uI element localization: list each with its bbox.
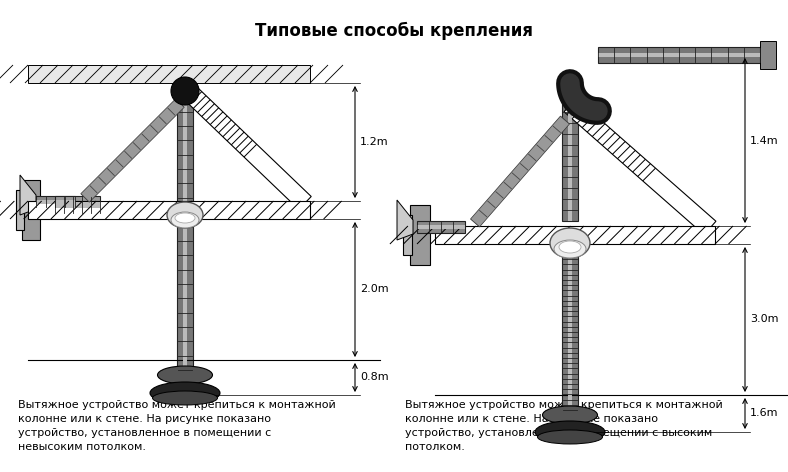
Bar	[417, 225, 465, 229]
Bar	[28, 201, 310, 219]
Ellipse shape	[153, 391, 217, 405]
Ellipse shape	[150, 382, 220, 404]
Ellipse shape	[535, 421, 605, 443]
Text: 1.2m: 1.2m	[360, 137, 388, 147]
Bar	[562, 90, 578, 221]
Text: 1.4m: 1.4m	[750, 135, 779, 145]
Bar	[177, 83, 193, 370]
Ellipse shape	[537, 430, 603, 444]
Bar	[435, 226, 715, 244]
Bar	[410, 205, 430, 265]
Bar	[55, 202, 100, 208]
Polygon shape	[470, 116, 570, 227]
Bar	[22, 180, 40, 240]
Ellipse shape	[550, 228, 590, 258]
Polygon shape	[564, 98, 716, 235]
Ellipse shape	[554, 240, 586, 258]
Circle shape	[171, 77, 199, 105]
Bar	[183, 83, 188, 370]
Bar	[598, 52, 760, 58]
Text: 3.0m: 3.0m	[750, 314, 779, 325]
Bar	[16, 190, 24, 230]
Text: 1.6m: 1.6m	[750, 408, 779, 419]
Polygon shape	[179, 82, 311, 210]
Bar	[403, 215, 412, 255]
Bar	[36, 200, 75, 204]
Bar	[598, 47, 760, 63]
Polygon shape	[80, 99, 184, 202]
Ellipse shape	[167, 202, 203, 228]
Ellipse shape	[175, 213, 195, 223]
Ellipse shape	[171, 212, 199, 228]
Ellipse shape	[158, 366, 213, 384]
Bar	[567, 90, 572, 221]
Bar	[36, 196, 75, 208]
Polygon shape	[20, 175, 36, 215]
Bar	[567, 254, 572, 410]
Bar	[55, 196, 100, 214]
Bar	[562, 254, 578, 410]
Text: Типовые способы крепления: Типовые способы крепления	[255, 22, 533, 40]
Text: Вытяжное устройство может крепиться к монтажной
колонне или к стене. На рисунке : Вытяжное устройство может крепиться к мо…	[18, 400, 336, 452]
Polygon shape	[397, 200, 413, 240]
Bar	[760, 41, 776, 69]
Ellipse shape	[542, 406, 597, 424]
Text: 2.0m: 2.0m	[360, 285, 388, 295]
Bar	[417, 221, 465, 233]
Text: 0.8m: 0.8m	[360, 372, 388, 382]
Text: Вытяжное устройство может крепиться к монтажной
колонне или к стене. На рисунке : Вытяжное устройство может крепиться к мо…	[405, 400, 723, 452]
Ellipse shape	[559, 241, 581, 253]
Bar	[28, 65, 310, 83]
